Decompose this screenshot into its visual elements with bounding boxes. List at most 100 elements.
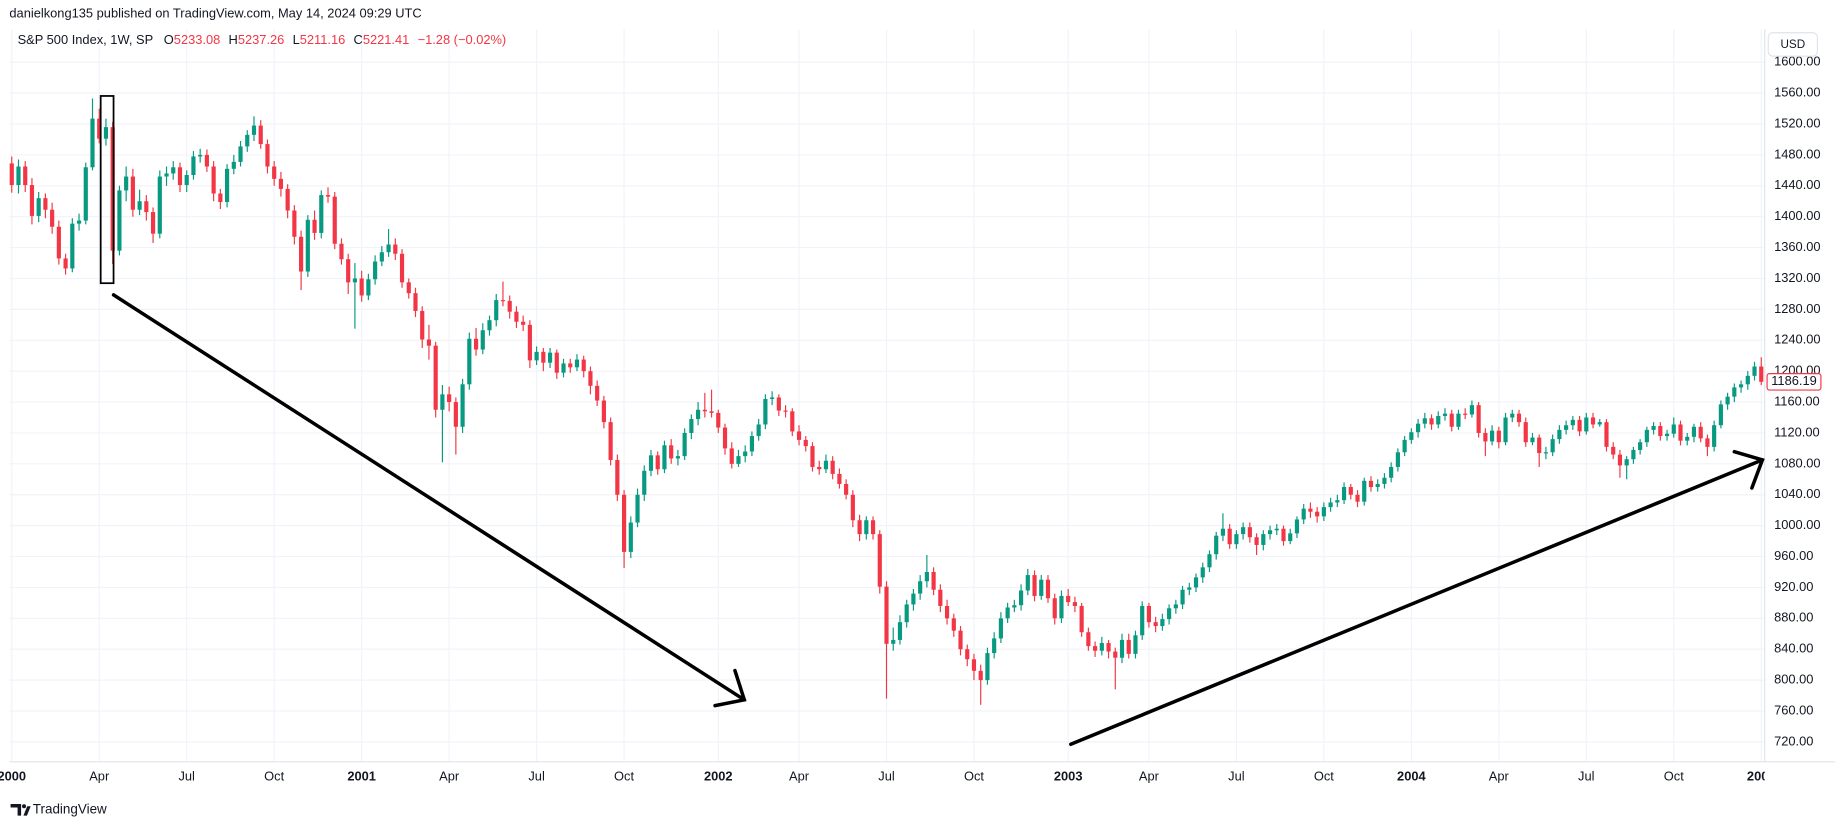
candle-body xyxy=(1698,426,1703,439)
candle-body xyxy=(978,670,983,681)
candle-body xyxy=(366,279,371,296)
candle-body xyxy=(1173,604,1178,609)
candle-body xyxy=(931,571,936,590)
logo-dot xyxy=(22,804,27,809)
candle-body xyxy=(319,195,324,233)
candle-body xyxy=(884,586,889,644)
candle-body xyxy=(1086,632,1091,647)
y-tick-label: 1080.00 xyxy=(1774,455,1820,470)
candle-body xyxy=(359,278,364,296)
candle-body xyxy=(648,455,654,471)
candle-body xyxy=(642,470,647,495)
y-tick-label: 1400.00 xyxy=(1774,208,1820,223)
candle-body xyxy=(521,321,526,325)
candle-body xyxy=(1564,425,1569,430)
y-tick-label: 1040.00 xyxy=(1774,486,1820,501)
candle-body xyxy=(218,193,223,203)
candle-body xyxy=(245,134,250,147)
candle-body xyxy=(655,455,660,470)
candle-body xyxy=(1543,452,1549,454)
candle-body xyxy=(1247,527,1252,538)
y-tick-label: 1440.00 xyxy=(1774,177,1820,192)
candle-body xyxy=(1597,422,1602,425)
candle-body xyxy=(817,466,822,470)
candle-body xyxy=(722,427,728,449)
x-tick-label: 2004 xyxy=(1397,768,1426,783)
candle-body xyxy=(1456,413,1461,427)
candle-body xyxy=(346,259,351,283)
candle-body xyxy=(1631,449,1636,460)
candle-body xyxy=(1328,502,1333,508)
x-tick-label: Oct xyxy=(1664,768,1684,783)
candle-body xyxy=(1321,507,1326,517)
candle-body xyxy=(83,167,88,221)
candle-body xyxy=(399,253,405,283)
time-axis: 2000 Apr Jul Oct 2001 Apr Jul Oct 2002 Apr Jul Oct 2… xyxy=(0,768,1765,783)
candle-body xyxy=(588,371,593,386)
candle-body xyxy=(1469,405,1474,415)
quote-key: C xyxy=(354,32,363,47)
candle-body xyxy=(1160,619,1165,627)
x-tick-label: Apr xyxy=(1489,768,1510,783)
candle-body xyxy=(177,167,183,186)
candle-body xyxy=(1193,577,1199,588)
candle-body xyxy=(1234,534,1239,545)
candle-body xyxy=(958,630,963,650)
candle-body xyxy=(1402,439,1407,453)
candle-body xyxy=(1274,528,1279,531)
candle-body xyxy=(103,127,109,139)
candle-body xyxy=(581,359,586,372)
candle-body xyxy=(992,638,997,654)
candle-body xyxy=(1052,598,1057,619)
candle-body xyxy=(63,258,68,269)
candle-body xyxy=(527,324,532,361)
candle-body xyxy=(696,409,701,420)
candle-body xyxy=(823,460,829,470)
x-tick-label: Apr xyxy=(439,768,460,783)
currency-button[interactable] xyxy=(1767,32,1818,57)
y-tick-label: 1320.00 xyxy=(1774,270,1820,285)
candle-body xyxy=(1718,404,1723,426)
candle-body xyxy=(1140,605,1145,636)
candle-body xyxy=(1018,590,1024,606)
last-price-label: 1186.19 xyxy=(1771,373,1817,388)
quote-key: O xyxy=(164,32,174,47)
y-tick-label: 760.00 xyxy=(1774,702,1813,717)
candle-body xyxy=(1732,387,1737,397)
candle-body xyxy=(29,185,35,216)
candle-body xyxy=(413,293,418,311)
candle-body xyxy=(951,618,956,631)
candle-body xyxy=(36,198,41,216)
candle-body xyxy=(352,278,358,283)
candle-body xyxy=(1523,422,1528,443)
candle-body xyxy=(507,300,512,312)
candle-body xyxy=(682,432,687,457)
y-tick-label: 1480.00 xyxy=(1774,146,1820,161)
candle-body xyxy=(1483,432,1488,442)
candle-body xyxy=(870,520,876,535)
candle-body xyxy=(776,397,781,411)
candle-body xyxy=(487,320,492,331)
candle-body xyxy=(1207,554,1212,568)
candle-body xyxy=(1557,429,1562,440)
quote-key: H xyxy=(229,32,238,47)
candle-body xyxy=(561,363,566,373)
candle-body xyxy=(1530,437,1535,443)
candle-body xyxy=(43,198,48,210)
y-tick-label: 1600.00 xyxy=(1774,54,1820,69)
currency-label[interactable]: USD xyxy=(1780,38,1805,51)
candle-body xyxy=(514,311,519,322)
y-tick-label: 1160.00 xyxy=(1774,393,1820,408)
candle-body xyxy=(1126,639,1131,654)
y-tick-label: 840.00 xyxy=(1774,641,1813,656)
candle-body xyxy=(877,534,882,587)
candle-body xyxy=(743,451,748,457)
x-tick-label: Jul xyxy=(1578,768,1594,783)
candle-body xyxy=(897,622,903,640)
logo-mark xyxy=(10,803,22,816)
candle-body xyxy=(164,173,169,177)
candle-body xyxy=(1288,533,1293,542)
candle-body xyxy=(749,436,755,452)
